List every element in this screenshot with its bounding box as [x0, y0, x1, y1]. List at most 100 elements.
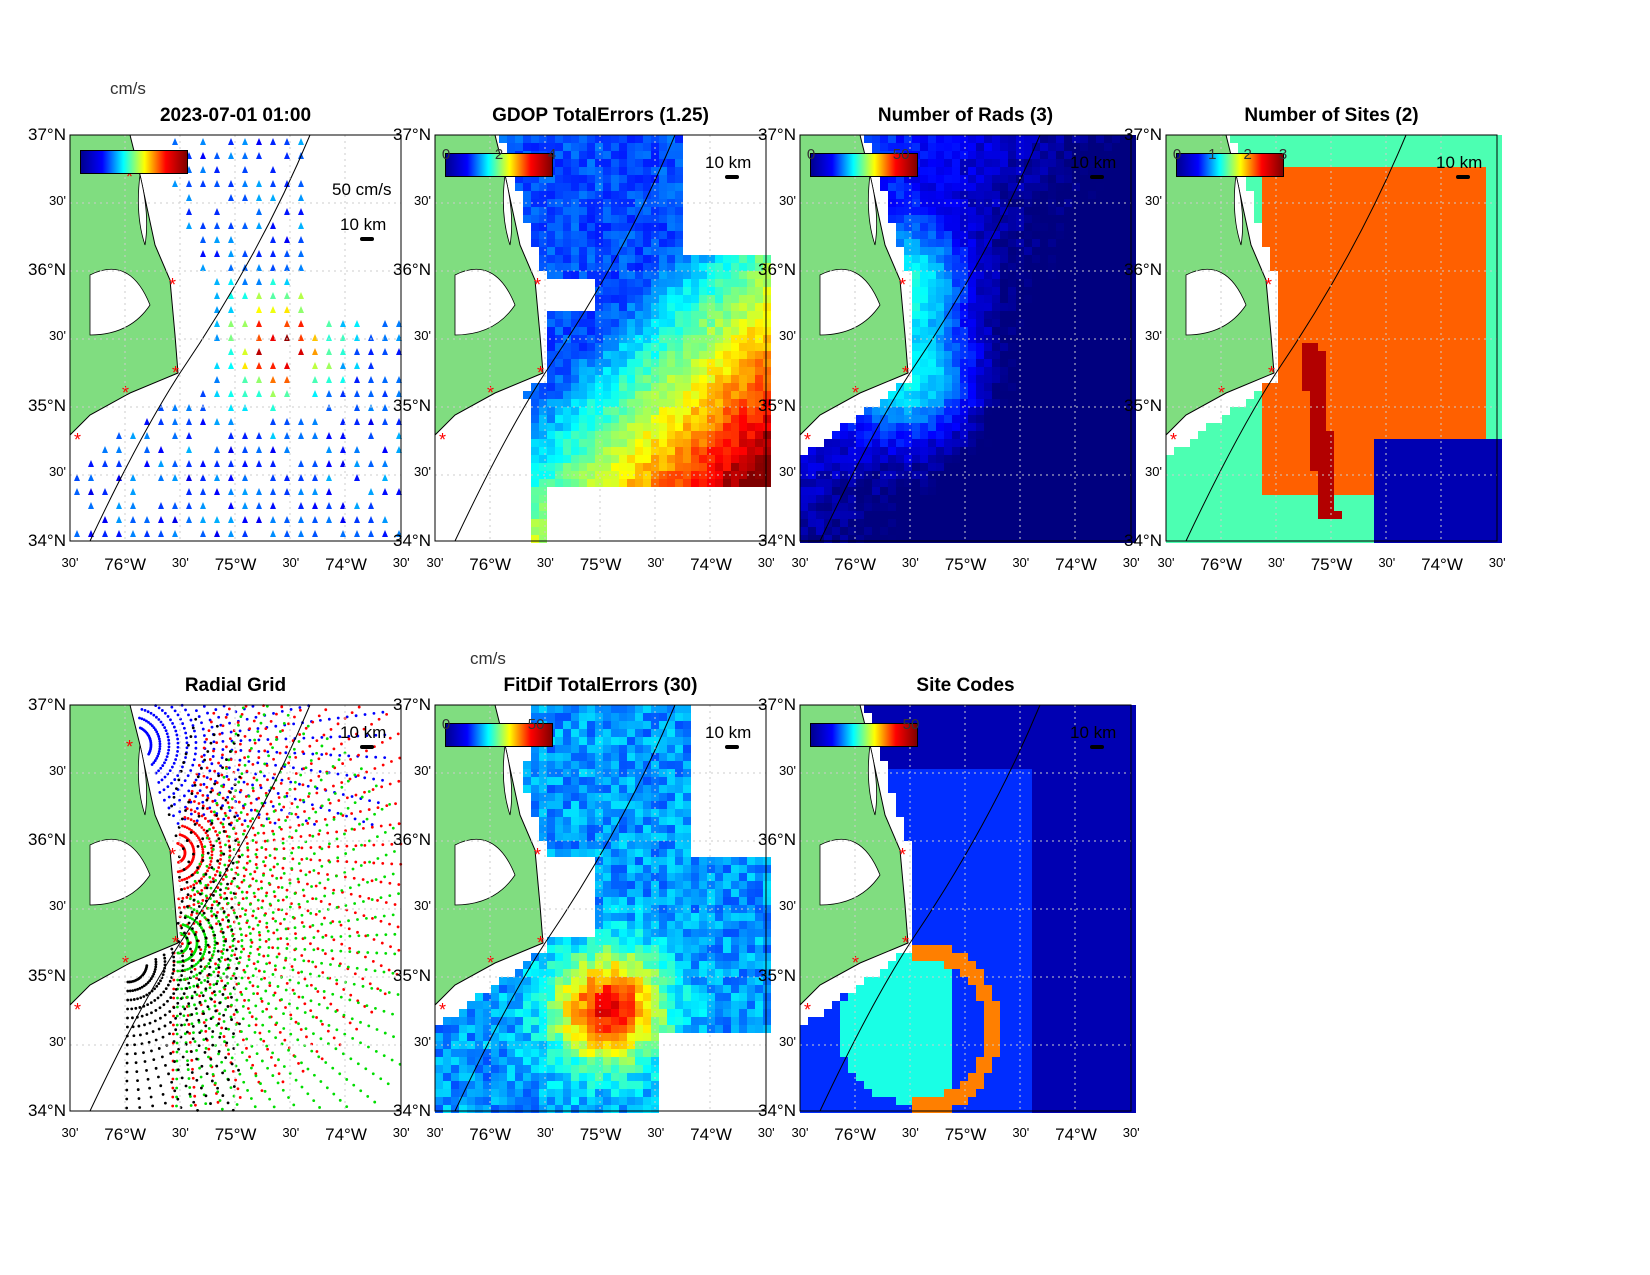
field-cell	[1382, 375, 1390, 383]
field-cell	[1000, 367, 1008, 375]
field-cell	[1302, 303, 1310, 311]
field-cell	[1366, 159, 1374, 167]
field-cell	[1032, 535, 1040, 543]
field-cell	[1008, 303, 1016, 311]
field-cell	[1430, 247, 1438, 255]
field-cell	[1112, 223, 1120, 231]
field-cell	[1470, 223, 1478, 231]
field-cell	[1112, 175, 1120, 183]
field-cell	[864, 431, 872, 439]
field-cell	[739, 279, 747, 287]
field-cell	[1390, 407, 1398, 415]
field-cell	[1334, 423, 1342, 431]
field-cell	[976, 399, 984, 407]
field-cell	[872, 535, 880, 543]
field-cell	[1056, 399, 1064, 407]
field-cell	[1008, 351, 1016, 359]
field-cell	[1096, 263, 1104, 271]
field-cell	[1024, 359, 1032, 367]
field-cell	[1398, 367, 1406, 375]
field-cell	[1072, 439, 1080, 447]
current-vector	[228, 362, 234, 369]
field-cell	[587, 359, 595, 367]
field-cell	[595, 351, 603, 359]
axes-frame	[799, 134, 1132, 542]
field-cell	[968, 367, 976, 375]
field-cell	[1406, 511, 1414, 519]
field-cell	[555, 167, 563, 175]
field-cell	[555, 159, 563, 167]
field-cell	[1080, 159, 1088, 167]
field-cell	[1088, 479, 1096, 487]
field-cell	[1406, 455, 1414, 463]
field-cell	[896, 215, 904, 223]
field-cell	[1374, 503, 1382, 511]
field-cell	[563, 431, 571, 439]
field-cell	[635, 143, 643, 151]
field-cell	[1088, 375, 1096, 383]
field-cell	[555, 367, 563, 375]
field-cell	[1374, 327, 1382, 335]
field-cell	[763, 335, 771, 343]
field-cell	[1358, 295, 1366, 303]
current-vector	[270, 530, 276, 537]
field-cell	[1310, 487, 1318, 495]
field-cell	[960, 255, 968, 263]
current-vector	[172, 502, 178, 509]
field-cell	[960, 151, 968, 159]
field-cell	[952, 367, 960, 375]
field-cell	[944, 535, 952, 543]
field-cell	[627, 167, 635, 175]
field-cell	[1470, 215, 1478, 223]
field-cell	[603, 303, 611, 311]
field-cell	[595, 287, 603, 295]
field-cell	[976, 167, 984, 175]
field-cell	[968, 335, 976, 343]
field-cell	[651, 159, 659, 167]
field-cell	[1080, 191, 1088, 199]
field-cell	[1182, 535, 1190, 543]
field-cell	[723, 439, 731, 447]
field-cell	[1016, 207, 1024, 215]
field-cell	[1198, 431, 1206, 439]
field-cell	[1080, 279, 1088, 287]
field-cell	[1198, 479, 1206, 487]
field-cell	[864, 503, 872, 511]
field-cell	[539, 143, 547, 151]
field-cell	[1096, 383, 1104, 391]
field-cell	[1358, 215, 1366, 223]
field-cell	[539, 415, 547, 423]
field-cell	[1104, 383, 1112, 391]
field-cell	[1478, 303, 1486, 311]
field-cell	[667, 271, 675, 279]
field-cell	[1366, 167, 1374, 175]
field-cell	[587, 271, 595, 279]
field-cell	[1302, 215, 1310, 223]
field-cell	[1198, 511, 1206, 519]
field-cell	[1104, 487, 1112, 495]
radar-site-marker: *	[1218, 383, 1225, 403]
lon-tick-label: 30'	[1122, 555, 1140, 570]
field-cell	[1246, 183, 1254, 191]
current-vector	[270, 278, 276, 285]
field-cell	[1470, 239, 1478, 247]
field-cell	[619, 399, 627, 407]
current-vector	[158, 474, 164, 481]
field-cell	[800, 471, 808, 479]
current-vector	[242, 390, 248, 397]
field-cell	[1350, 455, 1358, 463]
field-cell	[936, 311, 944, 319]
field-cell	[944, 279, 952, 287]
field-cell	[763, 447, 771, 455]
field-cell	[840, 455, 848, 463]
field-cell	[976, 247, 984, 255]
field-cell	[1000, 295, 1008, 303]
field-cell	[1486, 303, 1494, 311]
field-cell	[936, 343, 944, 351]
field-cell	[992, 527, 1000, 535]
field-cell	[579, 239, 587, 247]
field-cell	[1374, 535, 1382, 543]
field-cell	[1088, 391, 1096, 399]
current-vector	[284, 334, 290, 341]
field-cell	[1486, 135, 1494, 143]
